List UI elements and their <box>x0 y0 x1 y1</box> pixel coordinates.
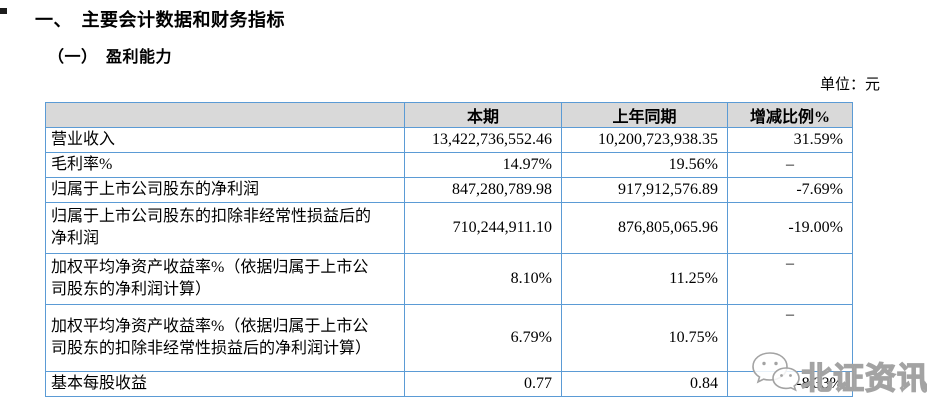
corner-mark <box>0 8 7 14</box>
header-change-ratio: 增减比例% <box>727 102 853 128</box>
change-value: – <box>727 152 853 178</box>
row-label: 归属于上市公司股东的扣除非经常性损益后的净利润 <box>45 202 405 254</box>
current-value: 847,280,789.98 <box>404 177 562 203</box>
change-value: – <box>727 304 853 372</box>
current-value: 8.10% <box>404 253 562 305</box>
change-value: – <box>727 253 853 305</box>
row-label: 加权平均净资产收益率%（依据归属于上市公司股东的扣除非经常性损益后的净利润计算） <box>45 304 405 372</box>
table-row-roe-excl-nonrecurring: 加权平均净资产收益率%（依据归属于上市公司股东的扣除非经常性损益后的净利润计算）… <box>45 304 853 372</box>
table-header-row: 本期 上年同期 增减比例% <box>45 102 853 128</box>
prior-value: 917,912,576.89 <box>561 177 728 203</box>
row-label: 加权平均净资产收益率%（依据归属于上市公司股东的净利润计算） <box>45 253 405 305</box>
current-value: 14.97% <box>404 152 562 178</box>
prior-value: 19.56% <box>561 152 728 178</box>
prior-value: 876,805,065.96 <box>561 202 728 254</box>
header-current-period: 本期 <box>404 102 562 128</box>
change-value: 31.59% <box>727 127 853 153</box>
table-row-gross-margin: 毛利率% 14.97% 19.56% – <box>45 152 853 178</box>
current-value: 13,422,736,552.46 <box>404 127 562 153</box>
page-title: 一、 主要会计数据和财务指标 <box>35 10 285 30</box>
row-label: 营业收入 <box>45 127 405 153</box>
current-value: 710,244,911.10 <box>404 202 562 254</box>
change-value: -19.00% <box>727 202 853 254</box>
prior-value: 10,200,723,938.35 <box>561 127 728 153</box>
prior-value: 0.84 <box>561 371 728 397</box>
table-row-net-profit: 归属于上市公司股东的净利润 847,280,789.98 917,912,576… <box>45 177 853 203</box>
current-value: 0.77 <box>404 371 562 397</box>
header-prior-period: 上年同期 <box>561 102 728 128</box>
header-empty <box>45 102 405 128</box>
table-row-roe-net-profit: 加权平均净资产收益率%（依据归属于上市公司股东的净利润计算） 8.10% 11.… <box>45 253 853 305</box>
section-subtitle: （一） 盈利能力 <box>48 49 173 66</box>
unit-label: 单位：元 <box>819 77 880 93</box>
change-value: -8.33% <box>727 371 853 397</box>
table-row-net-profit-excl-nonrecurring: 归属于上市公司股东的扣除非经常性损益后的净利润 710,244,911.10 8… <box>45 202 853 254</box>
row-label: 归属于上市公司股东的净利润 <box>45 177 405 203</box>
prior-value: 10.75% <box>561 304 728 372</box>
table-row-basic-eps: 基本每股收益 0.77 0.84 -8.33% <box>45 371 853 397</box>
change-value: -7.69% <box>727 177 853 203</box>
row-label: 基本每股收益 <box>45 371 405 397</box>
row-label: 毛利率% <box>45 152 405 178</box>
current-value: 6.79% <box>404 304 562 372</box>
financial-indicators-table: 本期 上年同期 增减比例% 营业收入 13,422,736,552.46 10,… <box>45 102 853 397</box>
table-row-revenue: 营业收入 13,422,736,552.46 10,200,723,938.35… <box>45 127 853 153</box>
prior-value: 11.25% <box>561 253 728 305</box>
